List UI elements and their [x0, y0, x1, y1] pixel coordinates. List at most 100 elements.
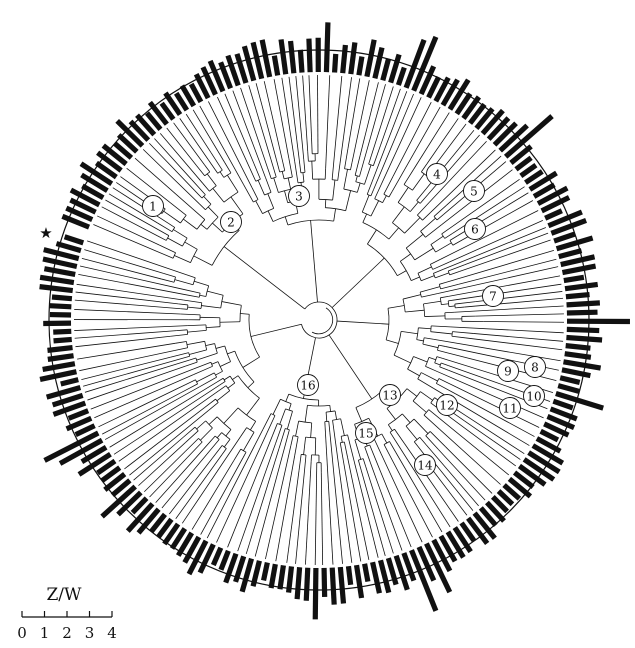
tree-branch: [183, 293, 200, 298]
tree-arc: [393, 331, 402, 356]
clade-label-circle: [524, 356, 546, 378]
clade-label-text: 8: [531, 360, 539, 374]
tree-branch: [360, 470, 386, 556]
tree-branch: [94, 374, 194, 419]
ratio-bar: [130, 496, 149, 515]
tree-arc: [221, 432, 231, 440]
tree-branch: [120, 176, 150, 198]
ratio-bar: [79, 161, 114, 186]
tree-branch: [206, 173, 217, 186]
tree-branch: [295, 464, 306, 564]
ratio-bar: [447, 78, 471, 111]
tree-branch: [200, 224, 208, 230]
tree-arc: [229, 375, 236, 384]
tree-branch: [370, 86, 394, 156]
tree-branch: [204, 398, 216, 408]
ratio-bar: [69, 187, 101, 208]
tree-arc: [438, 284, 441, 289]
ratio-bar: [45, 385, 82, 400]
ratio-bar: [377, 559, 392, 594]
tree-branch: [175, 454, 223, 519]
ratio-bar: [565, 343, 591, 351]
tree-branch: [170, 355, 190, 363]
tree-branch: [175, 341, 187, 344]
clade-label-circle: [499, 397, 521, 419]
ratio-bar: [512, 470, 535, 490]
tree-branch: [350, 162, 353, 170]
tree-arc: [412, 391, 421, 402]
tree-branch: [255, 83, 277, 160]
tree-branch: [295, 76, 305, 160]
ratio-bar: [561, 367, 591, 379]
tree-branch: [208, 101, 253, 188]
tree-branch: [138, 442, 186, 486]
tree-arc: [216, 416, 232, 430]
ratio-bar: [53, 328, 72, 335]
tree-branch: [288, 76, 301, 165]
tree-arc: [354, 417, 369, 425]
tree-branch: [339, 442, 344, 461]
tree-branch: [216, 377, 224, 383]
tree-branch: [465, 415, 525, 455]
scale-tick-label: 1: [40, 624, 50, 642]
ratio-bar: [51, 294, 73, 302]
tree-branch: [186, 274, 196, 279]
scale-tick-label: 3: [85, 624, 95, 642]
tree-branch: [364, 164, 372, 185]
tree-branch: [419, 437, 427, 445]
tree-branch: [250, 323, 302, 337]
tree-arc: [430, 244, 436, 253]
tree-branch: [102, 392, 182, 435]
ratio-bar: [558, 248, 583, 260]
tree-branch: [81, 257, 162, 280]
tree-branch: [373, 93, 414, 191]
clade-label-circle: [426, 163, 448, 185]
tree-branch: [180, 313, 201, 316]
tree-branch: [440, 295, 449, 299]
ratio-bar: [555, 235, 594, 252]
tree-branch: [286, 411, 293, 430]
clade-label: 16: [297, 374, 319, 396]
tree-branch: [456, 386, 540, 428]
tree-branch: [433, 205, 447, 217]
tree-branch: [180, 308, 188, 310]
tree-branch: [397, 187, 409, 203]
tree-branch: [170, 334, 188, 337]
tree-branch: [294, 161, 299, 183]
tree-branch: [383, 444, 389, 453]
ratio-bar: [546, 414, 576, 431]
tree-branch: [361, 194, 370, 213]
tree-branch: [455, 283, 562, 301]
ratio-bar: [547, 209, 583, 229]
tree-branch: [439, 282, 446, 285]
tree-branch: [112, 187, 170, 225]
tree-branch: [79, 265, 182, 290]
tree-branch: [443, 227, 547, 270]
tree-branch: [281, 77, 296, 162]
ratio-bar: [388, 53, 402, 84]
tree-arc: [419, 291, 422, 298]
tree-branch: [465, 337, 563, 351]
tree-arc: [416, 327, 419, 340]
ratio-bar: [312, 567, 319, 620]
ratio-bar: [424, 542, 453, 594]
tree-branch: [133, 437, 184, 481]
tree-branch: [189, 357, 197, 361]
clade-label-text: 4: [433, 167, 441, 181]
tree-branch: [448, 220, 544, 263]
ratio-bar: [467, 102, 487, 125]
tree-branch: [303, 159, 306, 173]
ratio-bar: [552, 398, 574, 411]
clade-label: 5: [463, 180, 485, 202]
ratio-bar: [51, 392, 84, 408]
tree-branch: [391, 106, 441, 192]
tree-branch: [328, 421, 331, 433]
tree-branch: [372, 145, 381, 166]
tree-branch: [93, 224, 157, 252]
tree-branch: [183, 218, 198, 230]
tree-branch: [284, 216, 289, 226]
clade-label-circle: [379, 384, 401, 406]
tree-branch: [303, 437, 306, 455]
tree-branch: [97, 215, 160, 246]
